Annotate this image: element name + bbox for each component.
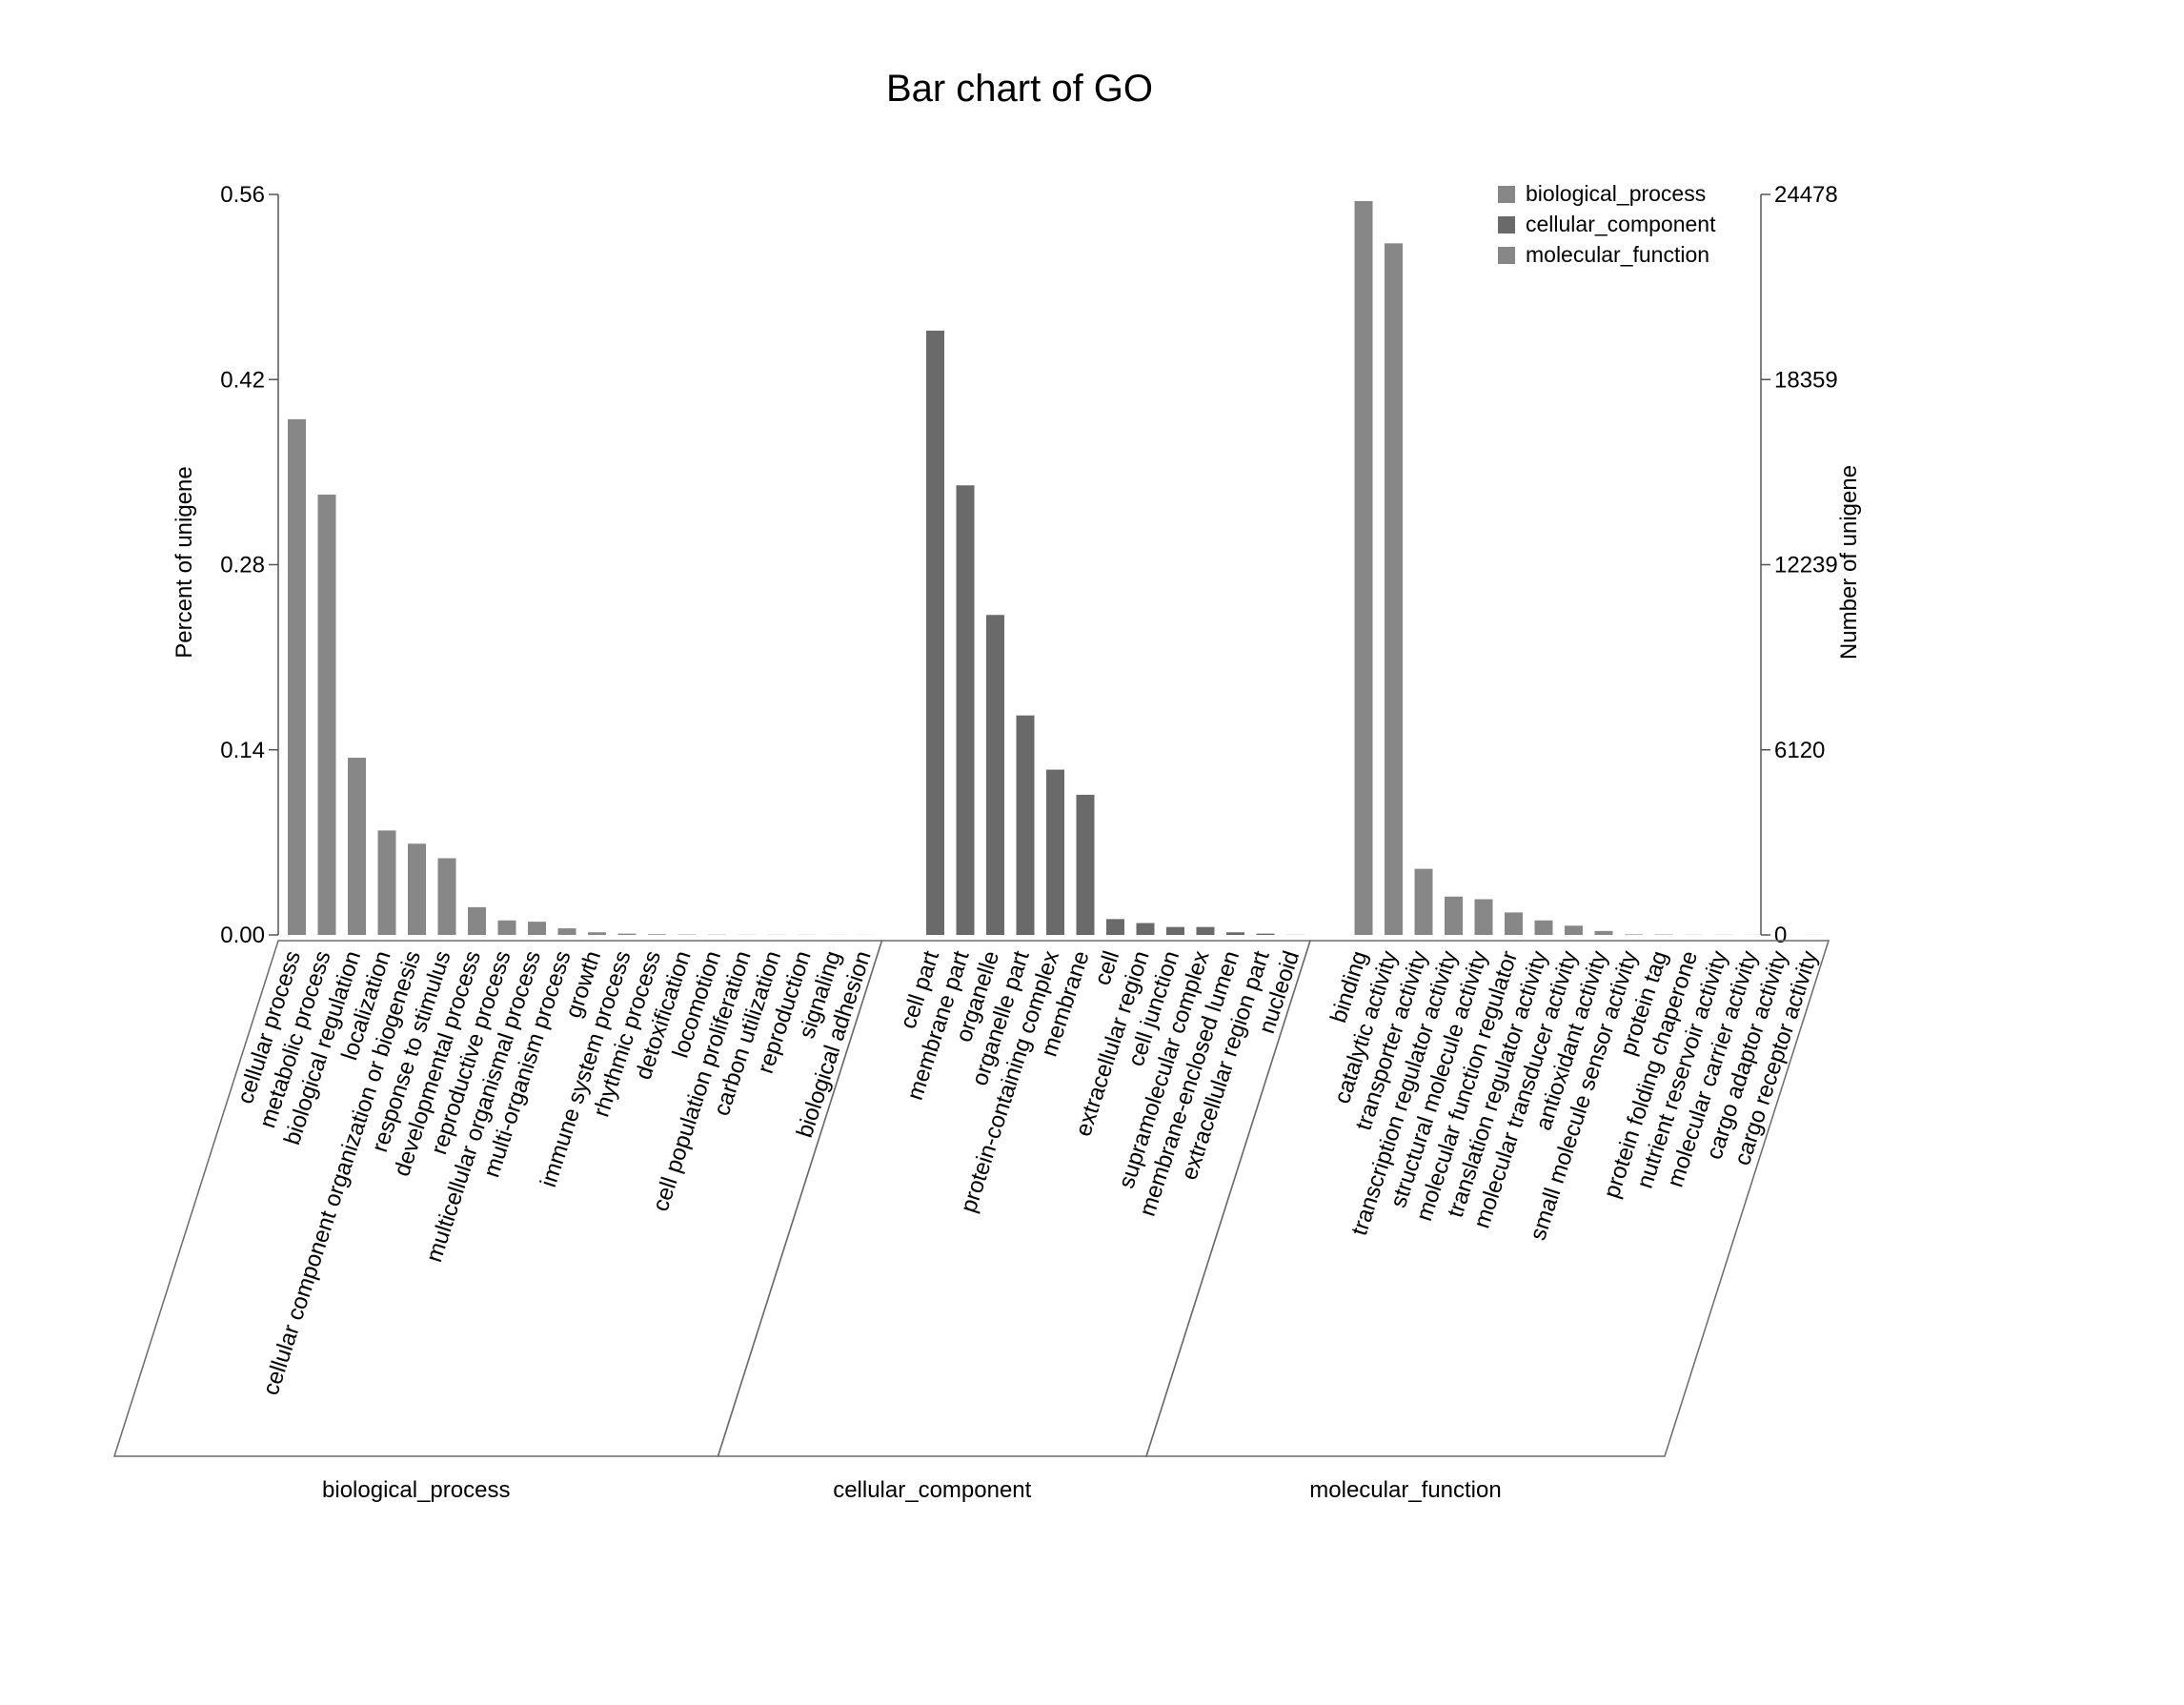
bar-molecular_function-0: [1354, 200, 1373, 935]
bar-molecular_function-1: [1385, 243, 1403, 935]
bar-biological_process-4: [408, 843, 426, 935]
bar-cellular_component-10: [1226, 932, 1244, 935]
bar-molecular_function-4: [1474, 899, 1493, 935]
bar-cellular_component-8: [1166, 926, 1184, 935]
bar-biological_process-6: [468, 906, 486, 935]
bar-cellular_component-2: [986, 615, 1004, 935]
bar-molecular_function-6: [1534, 920, 1553, 935]
legend-swatch-molecular_function: [1498, 247, 1515, 264]
bar-cellular_component-11: [1256, 933, 1275, 935]
left-tick-label: 0.28: [220, 553, 265, 578]
bar-biological_process-8: [528, 922, 546, 935]
legend-swatch-cellular_component: [1498, 216, 1515, 233]
left-tick-label: 0.42: [220, 367, 265, 393]
group-frame-molecular_function: [1144, 940, 1830, 1457]
legend: biological_process cellular_componentmole…: [1498, 181, 1716, 267]
group-label-molecular_function: molecular_function: [1309, 1477, 1501, 1503]
group-frames: biological_process cellular_component mole…: [112, 940, 1830, 1503]
left-tick-label: 0.14: [220, 738, 265, 763]
legend-swatch-biological_process: [1498, 186, 1515, 203]
bar-cellular_component-9: [1196, 926, 1215, 935]
legend-label-molecular_function: molecular_function: [1526, 242, 1709, 267]
left-tick-label: 0.56: [220, 182, 265, 208]
axes: 0.00 0 0.14 6120 0.28 12239 0.42 18359 0.56 24478: [220, 182, 1837, 948]
bar-molecular_function-8: [1594, 930, 1613, 935]
chart-title: Bar chart of GO: [886, 68, 1153, 110]
right-tick-label: 0: [1774, 923, 1787, 948]
group-label-biological_process: biological_process: [322, 1477, 510, 1503]
right-tick-label: 24478: [1774, 182, 1838, 208]
right-tick-label: 12239: [1774, 553, 1838, 578]
bar-cellular_component-3: [1016, 715, 1035, 935]
bar-biological_process-0: [288, 418, 306, 935]
right-tick-label: 6120: [1774, 738, 1825, 763]
bar-biological_process-7: [497, 920, 516, 935]
legend-label-cellular_component: cellular_component: [1526, 212, 1716, 236]
bar-biological_process-1: [317, 494, 336, 935]
bar-cellular_component-6: [1106, 919, 1124, 935]
right-axis-label: Number of unigene: [1836, 465, 1862, 660]
bar-cellular_component-4: [1046, 769, 1064, 935]
bar-molecular_function-9: [1625, 934, 1643, 935]
bars: [288, 200, 1823, 936]
bar-molecular_function-5: [1505, 912, 1523, 935]
bar-biological_process-9: [557, 928, 576, 935]
bar-molecular_function-3: [1445, 896, 1463, 935]
left-tick-label: 0.00: [220, 923, 265, 948]
bar-biological_process-3: [377, 830, 396, 935]
bar-biological_process-5: [437, 858, 456, 935]
group-label-cellular_component: cellular_component: [833, 1477, 1031, 1503]
right-tick-label: 18359: [1774, 367, 1838, 393]
bar-cellular_component-0: [926, 330, 944, 936]
left-axis-label: Percent of unigene: [172, 466, 197, 658]
bar-biological_process-10: [588, 932, 606, 935]
bar-cellular_component-7: [1136, 923, 1155, 935]
bar-biological_process-2: [348, 758, 366, 935]
bar-molecular_function-7: [1565, 925, 1583, 935]
bar-cellular_component-5: [1076, 794, 1095, 935]
bar-cellular_component-1: [956, 485, 975, 935]
bar-biological_process-12: [648, 934, 666, 935]
bar-biological_process-11: [617, 933, 637, 935]
bar-molecular_function-2: [1414, 868, 1433, 935]
legend-label-biological_process: biological_process: [1526, 181, 1706, 206]
